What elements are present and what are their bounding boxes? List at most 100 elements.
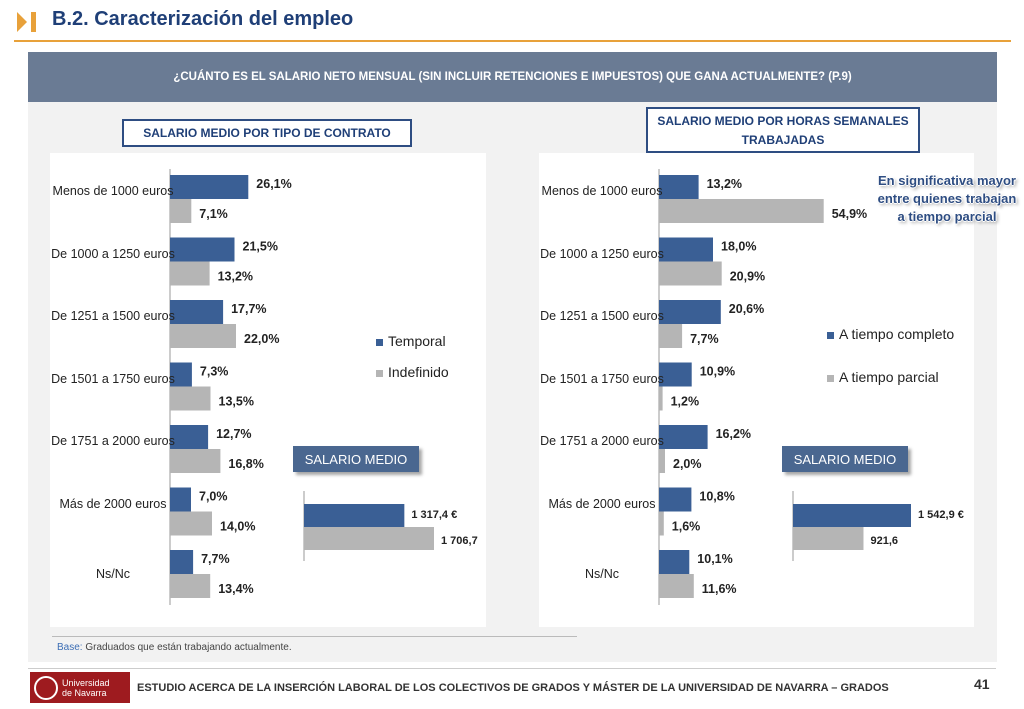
bar-a-tiempo-parcial (659, 324, 683, 348)
data-label: 7,7% (690, 332, 719, 346)
legend-swatch (827, 331, 834, 339)
data-label: 16,2% (716, 427, 751, 441)
salario-bar-indefinido (304, 527, 434, 550)
legend-label: A tiempo parcial (839, 369, 939, 385)
category-label: De 1000 a 1250 euros (51, 246, 175, 261)
base-label: Base: (57, 642, 83, 653)
salario-label: 921,6 (870, 535, 898, 547)
legend-label: A tiempo completo (839, 326, 955, 342)
category-label: Ns/Nc (584, 566, 620, 581)
data-label: 14,0% (220, 520, 255, 534)
category-label: Ns/Nc (95, 566, 131, 581)
bar-temporal (170, 175, 249, 199)
data-label: 13,2% (707, 177, 742, 191)
category-label: Más de 2000 euros (548, 496, 656, 511)
base-note: Base: Graduados que están trabajando act… (57, 642, 292, 653)
category-label: De 1000 a 1250 euros (540, 246, 664, 261)
legend-item-temporal: Temporal (376, 333, 446, 349)
salario-bar-a-tiempo-parcial (793, 527, 864, 550)
legend-swatch (827, 374, 834, 382)
salario-bar-a-tiempo-completo (793, 504, 911, 527)
data-label: 1,6% (672, 520, 701, 534)
bar-indefinido (170, 511, 212, 536)
right-section-label: SALARIO MEDIO POR HORAS SEMANALES TRABAJ… (646, 107, 920, 153)
footer-text: ESTUDIO ACERCA DE LA INSERCIÓN LABORAL D… (137, 682, 889, 694)
data-label: 11,6% (702, 582, 737, 596)
bar-indefinido (170, 449, 221, 473)
bar-a-tiempo-completo (659, 175, 699, 199)
category-label: Menos de 1000 euros (541, 184, 663, 198)
category-label: Menos de 1000 euros (52, 184, 174, 198)
bar-temporal (170, 550, 194, 574)
legend-item-indefinido: Indefinido (376, 364, 449, 380)
bar-temporal (170, 425, 209, 449)
logo-line-1: Universidad (62, 677, 110, 688)
salario-label: 1 317,4 € (411, 509, 457, 521)
data-label: 7,0% (199, 490, 228, 504)
data-label: 1,2% (671, 395, 700, 409)
bar-a-tiempo-completo (659, 237, 713, 262)
university-logo: Universidad de Navarra (30, 672, 130, 703)
legend-label: Temporal (388, 333, 446, 349)
bar-a-tiempo-completo (659, 300, 721, 324)
bar-a-tiempo-completo (659, 362, 692, 387)
category-label: De 1751 a 2000 euros (51, 434, 175, 448)
data-label: 18,0% (721, 240, 756, 254)
legend-item-tiempo-completo: A tiempo completo (827, 326, 954, 342)
data-label: 20,6% (729, 302, 764, 316)
bar-indefinido (170, 574, 211, 598)
bar-indefinido (170, 324, 236, 348)
data-label: 10,1% (697, 552, 732, 566)
data-label: 13,2% (218, 270, 253, 284)
category-label: Más de 2000 euros (59, 496, 167, 511)
bar-a-tiempo-parcial (659, 386, 663, 411)
bar-a-tiempo-completo (659, 487, 692, 512)
data-label: 22,0% (244, 332, 279, 346)
salario-bar-temporal (304, 504, 405, 527)
legend-label: Indefinido (388, 364, 449, 380)
bar-temporal (170, 237, 235, 262)
bar-temporal (170, 362, 192, 387)
data-label: 13,4% (218, 582, 253, 596)
data-label: 54,9% (832, 207, 867, 221)
data-label: 26,1% (256, 177, 291, 191)
left-chart-svg: 26,1% 7,1% 21,5% 13,2% 17,7% 22,0% 7,3% 13,5% 12… (169, 169, 478, 605)
bar-a-tiempo-parcial (659, 199, 824, 223)
data-label: 17,7% (231, 302, 266, 316)
seal-icon (34, 675, 58, 700)
data-label: 2,0% (673, 457, 702, 471)
base-text: Graduados que están trabajando actualmen… (82, 642, 292, 653)
bar-temporal (170, 487, 191, 512)
data-label: 16,8% (228, 457, 263, 471)
bar-a-tiempo-parcial (659, 574, 694, 598)
category-label: De 1251 a 1500 euros (51, 309, 175, 323)
data-label: 7,7% (201, 552, 230, 566)
data-label: 7,3% (200, 365, 229, 379)
category-label: De 1751 a 2000 euros (540, 434, 664, 448)
category-label: De 1251 a 1500 euros (540, 309, 664, 323)
data-label: 21,5% (243, 240, 278, 254)
data-label: 13,5% (219, 395, 254, 409)
data-label: 20,9% (730, 270, 765, 284)
bar-a-tiempo-completo (659, 550, 690, 574)
legend-swatch (376, 369, 383, 377)
salario-label: 1 706,7 (441, 535, 478, 547)
bar-indefinido (170, 199, 192, 223)
legend-item-tiempo-parcial: A tiempo parcial (827, 369, 939, 385)
category-label: De 1501 a 1750 euros (51, 371, 175, 386)
data-label: 10,8% (699, 490, 734, 504)
bar-indefinido (170, 386, 211, 411)
bar-a-tiempo-parcial (659, 511, 664, 536)
right-chart: 13,2% 54,9% 18,0% 20,9% 20,6% 7,7% 10,9% 1,2% 16… (539, 153, 974, 627)
bar-indefinido (170, 261, 210, 286)
logo-line-2: de Navarra (62, 687, 107, 698)
bar-temporal (170, 300, 224, 324)
right-chart-svg: 13,2% 54,9% 18,0% 20,9% 20,6% 7,7% 10,9% 1,2% 16… (658, 169, 964, 605)
data-label: 10,9% (700, 365, 735, 379)
base-divider (52, 636, 577, 637)
bar-a-tiempo-parcial (659, 261, 722, 286)
category-label: De 1501 a 1750 euros (540, 371, 664, 386)
header-divider (14, 40, 1011, 42)
significance-note: En significativa mayor entre quienes tra… (877, 173, 1017, 224)
salario-medio-tag: SALARIO MEDIO (782, 446, 908, 472)
